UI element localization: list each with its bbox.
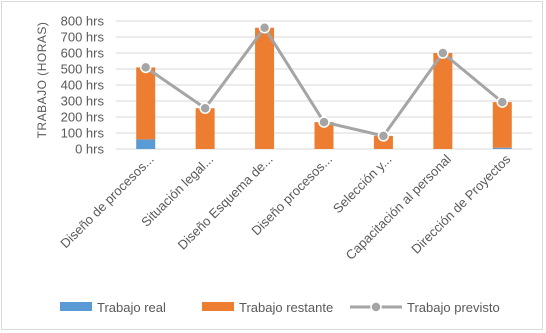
legend-swatch xyxy=(350,301,402,313)
y-tick-label: 200 hrs xyxy=(61,110,105,125)
planned-line-point xyxy=(377,130,390,142)
y-tick-label: 300 hrs xyxy=(61,94,105,109)
bar-trabajo-real xyxy=(492,147,512,149)
legend-label: Trabajo real xyxy=(97,300,166,315)
planned-line-point xyxy=(258,21,271,34)
bar-trabajo-restante xyxy=(373,135,393,149)
x-category-label: Selección y... xyxy=(330,152,395,217)
legend-swatch xyxy=(202,302,234,311)
bar-trabajo-restante xyxy=(255,27,275,149)
bar-trabajo-restante xyxy=(195,108,215,149)
planned-line-point xyxy=(199,102,211,114)
y-tick-label: 100 hrs xyxy=(61,126,105,141)
planned-line-point xyxy=(496,96,509,108)
y-tick-label: 0 hrs xyxy=(75,142,104,157)
planned-line-point xyxy=(139,61,152,74)
legend-label: Trabajo restante xyxy=(239,300,333,315)
planned-line-point xyxy=(437,47,449,59)
y-tick-label: 400 hrs xyxy=(61,78,105,93)
y-axis-title: TRABAJO (HORAS) xyxy=(35,22,49,139)
y-tick-label: 700 hrs xyxy=(61,30,105,45)
x-category-label: Diseño de procesos... xyxy=(57,152,157,252)
bar-trabajo-restante xyxy=(492,102,512,148)
legend: Trabajo real Trabajo restante Trabajo prev… xyxy=(60,300,500,315)
x-axis-categories: Diseño de procesos...Situación legal...D… xyxy=(57,151,513,263)
planned-line-point xyxy=(318,116,330,128)
y-tick-label: 500 hrs xyxy=(61,62,105,77)
y-tick-label: 800 hrs xyxy=(61,14,105,29)
bar-trabajo-restante xyxy=(433,53,453,149)
bar-trabajo-real xyxy=(136,139,156,149)
legend-swatch xyxy=(60,302,92,311)
y-tick-label: 600 hrs xyxy=(61,46,105,61)
x-category-label: Dirección de Proyectos xyxy=(408,151,513,256)
bar-trabajo-restante xyxy=(314,122,334,149)
legend-label: Trabajo previsto xyxy=(407,300,500,315)
bars xyxy=(136,27,512,149)
bar-trabajo-restante xyxy=(136,67,156,140)
x-category-label: Capacitación al personal xyxy=(343,151,454,262)
planned-line xyxy=(139,21,509,142)
